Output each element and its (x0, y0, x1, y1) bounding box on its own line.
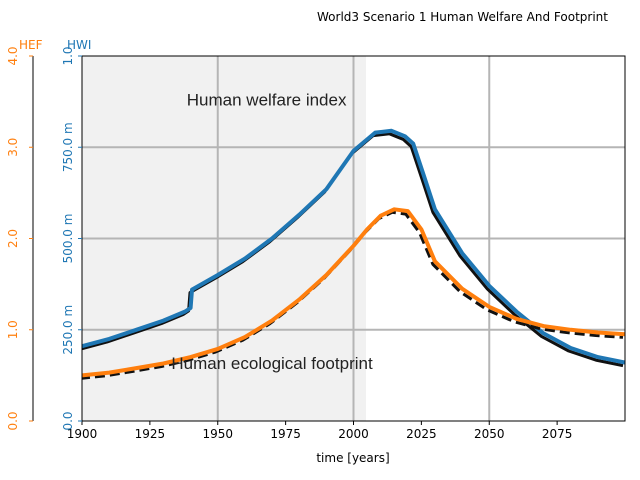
x-axis: 1900 1925 1950 1975 2000 2025 2050 2075 (67, 421, 573, 441)
x-tick-label: 2000 (338, 427, 369, 441)
x-tick-label: 2050 (474, 427, 505, 441)
hwi-tick-label: 1.0 (61, 46, 75, 65)
hef-axis-label: HEF (19, 38, 43, 52)
hwi-axis-label: HWI (67, 38, 91, 52)
chart-title: World3 Scenario 1 Human Welfare And Foot… (317, 10, 608, 24)
plot-area (82, 56, 625, 421)
hwi-tick-label: 250.0 m (61, 305, 75, 355)
annotation-footprint: Human ecological footprint (171, 354, 373, 373)
x-tick-label: 1900 (67, 427, 98, 441)
hef-series-line (82, 207, 625, 378)
hef-tick-label: 2.0 (6, 229, 20, 248)
hef-tick-label: 4.0 (6, 46, 20, 65)
x-axis-label: time [years] (316, 451, 389, 465)
hef-tick-label: 3.0 (6, 138, 20, 157)
hwi-series-line (82, 128, 625, 365)
hef-axis: 0.0 1.0 2.0 3.0 4.0 (6, 46, 33, 431)
hef-tick-label: 1.0 (6, 320, 20, 339)
hwi-axis: 0.0 250.0 m 500.0 m 750.0 m 1.0 (61, 46, 82, 431)
x-tick-label: 2075 (542, 427, 573, 441)
hef-tick-label: 0.0 (6, 411, 20, 430)
x-tick-label: 2025 (406, 427, 437, 441)
hwi-tick-label: 750.0 m (61, 122, 75, 172)
x-tick-label: 1950 (202, 427, 233, 441)
hef-reference-line (82, 210, 624, 380)
annotations: Human welfare index Human ecological foot… (171, 90, 373, 373)
hwi-tick-label: 500.0 m (61, 214, 75, 264)
hwi-tick-label: 0.0 (61, 411, 75, 430)
x-tick-label: 1975 (270, 427, 301, 441)
series-lines (82, 128, 625, 380)
x-tick-label: 1925 (135, 427, 166, 441)
annotation-welfare: Human welfare index (187, 90, 347, 109)
